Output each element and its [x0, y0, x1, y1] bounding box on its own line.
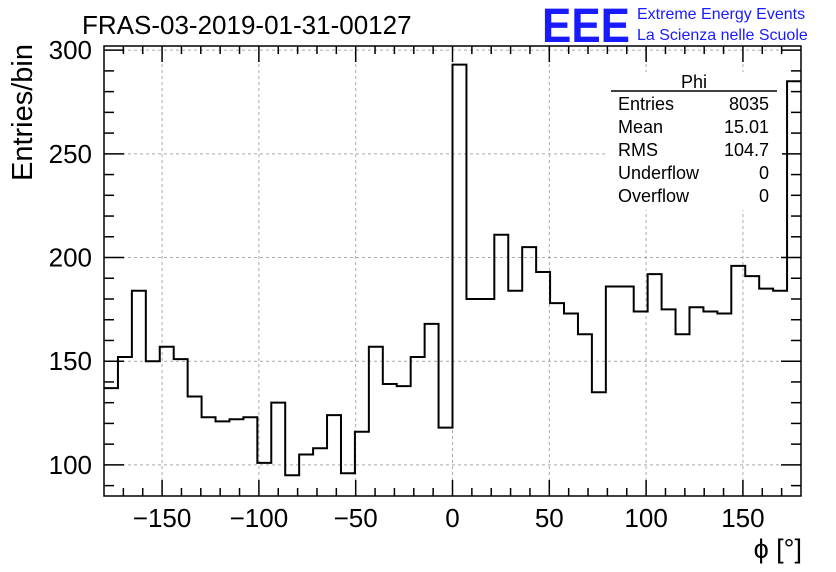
- y-tick-label: 100: [49, 450, 92, 480]
- y-tick-label: 150: [49, 346, 92, 376]
- y-tick-label: 300: [49, 35, 92, 65]
- x-tick-label: −100: [230, 503, 289, 533]
- y-axis-label: Entries/bin: [7, 44, 39, 181]
- stats-rows: Entries 8035 Mean 15.01 RMS 104.7 Underflow 0 Ov…: [618, 94, 769, 206]
- stats-row-value: 15.01: [724, 117, 769, 137]
- logo-line-1: Extreme Energy Events: [637, 6, 805, 23]
- plot-frame: [103, 45, 802, 497]
- y-tick-label: 250: [49, 139, 92, 169]
- x-tick-label: 100: [624, 503, 667, 533]
- stats-title: Phi: [681, 72, 707, 92]
- stats-row-label: RMS: [618, 140, 658, 160]
- stats-row-value: 0: [759, 186, 769, 206]
- stats-row-label: Mean: [618, 117, 663, 137]
- stats-box: Phi Entries 8035 Mean 15.01 RMS 104.7 Underflo…: [606, 72, 782, 210]
- stats-row-value: 0: [759, 163, 769, 183]
- stats-row-value: 8035: [729, 94, 769, 114]
- chart-title: FRAS-03-2019-01-31-00127: [82, 10, 412, 40]
- logo: EEE Extreme Energy Events La Scienza nel…: [542, 0, 808, 53]
- x-tick-label: −150: [133, 503, 192, 533]
- y-tick-label: 200: [49, 243, 92, 273]
- x-tick-label: 0: [445, 503, 459, 533]
- histogram-series: [104, 63, 801, 477]
- x-axis-label: ϕ [°]: [754, 534, 802, 564]
- x-tick-label: 150: [721, 503, 764, 533]
- stats-row-value: 104.7: [724, 140, 769, 160]
- stats-row-label: Underflow: [618, 163, 700, 183]
- logo-mark: EEE: [542, 0, 630, 53]
- x-tick-label: −50: [334, 503, 378, 533]
- axis-ticks: [104, 46, 801, 496]
- logo-line-2: La Scienza nelle Scuole: [637, 27, 808, 44]
- y-tick-labels: 100 150 200 250 300: [49, 35, 92, 480]
- stats-row-label: Overflow: [618, 186, 690, 206]
- x-tick-labels: −150 −100 −50 0 50 100 150: [133, 503, 765, 533]
- x-tick-label: 50: [535, 503, 564, 533]
- stats-row-label: Entries: [618, 94, 674, 114]
